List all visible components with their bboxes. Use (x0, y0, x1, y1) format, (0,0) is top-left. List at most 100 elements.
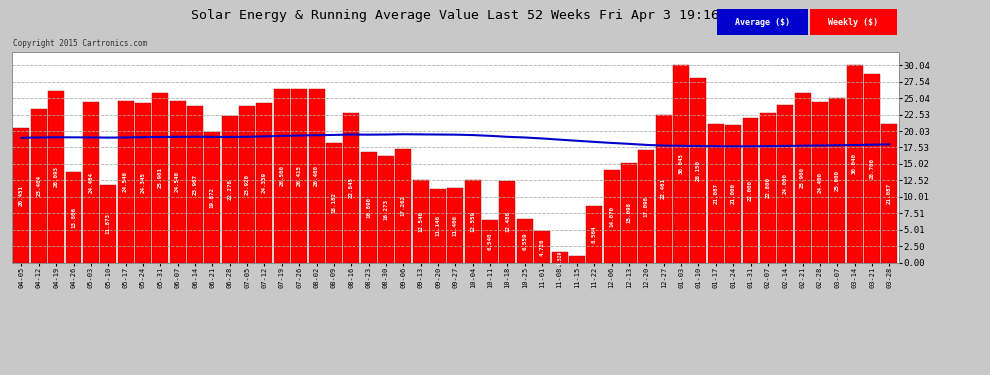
Text: 18.182: 18.182 (332, 192, 337, 213)
Bar (169, 102, 186, 262)
Text: 28.700: 28.700 (869, 158, 874, 179)
Text: 24.345: 24.345 (141, 172, 146, 193)
Text: 30.040: 30.040 (852, 153, 857, 174)
Bar (517, 219, 533, 262)
Bar (291, 89, 307, 262)
Text: 21.000: 21.000 (731, 183, 736, 204)
Text: 15.098: 15.098 (627, 202, 632, 223)
Text: 22.800: 22.800 (765, 177, 770, 198)
Text: 23.404: 23.404 (37, 175, 42, 196)
Bar (14, 128, 30, 262)
Text: Average ($): Average ($) (735, 18, 790, 27)
Bar (326, 143, 342, 262)
Text: Weekly ($): Weekly ($) (829, 18, 878, 27)
Bar (222, 116, 238, 262)
Bar (187, 106, 203, 262)
Bar (708, 124, 724, 262)
Text: 21.087: 21.087 (713, 183, 719, 204)
Text: Copyright 2015 Cartronics.com: Copyright 2015 Cartronics.com (13, 39, 147, 48)
Bar (464, 180, 481, 262)
Text: 24.000: 24.000 (783, 173, 788, 194)
Bar (812, 102, 828, 262)
Bar (256, 103, 272, 262)
Text: 13.806: 13.806 (71, 207, 76, 228)
Bar (344, 112, 359, 262)
Bar (274, 88, 290, 262)
Bar (378, 156, 394, 262)
Bar (795, 93, 811, 262)
Text: 22.845: 22.845 (348, 177, 353, 198)
Text: 21.087: 21.087 (887, 183, 892, 204)
Text: 30.045: 30.045 (678, 153, 683, 174)
Text: 24.339: 24.339 (262, 172, 267, 193)
Bar (569, 256, 585, 262)
Bar (777, 105, 793, 262)
Text: 24.546: 24.546 (123, 171, 128, 192)
Bar (639, 150, 654, 262)
Bar (430, 189, 446, 262)
Text: 26.460: 26.460 (314, 165, 319, 186)
Bar (100, 184, 116, 262)
Bar (551, 252, 567, 262)
Bar (204, 132, 221, 262)
Bar (604, 170, 620, 262)
Text: 24.484: 24.484 (88, 172, 93, 193)
Text: 22.461: 22.461 (661, 178, 666, 199)
Bar (742, 118, 758, 262)
Text: 16.273: 16.273 (383, 199, 388, 220)
Text: 17.262: 17.262 (401, 195, 406, 216)
Text: 19.872: 19.872 (210, 187, 215, 208)
Bar (482, 220, 498, 262)
Text: 26.093: 26.093 (53, 166, 58, 188)
Bar (118, 101, 134, 262)
Text: 24.400: 24.400 (818, 172, 823, 193)
Text: 25.900: 25.900 (800, 167, 805, 188)
Text: 12.486: 12.486 (505, 211, 510, 232)
Bar (447, 188, 463, 262)
Text: 26.415: 26.415 (297, 165, 302, 186)
Text: 23.907: 23.907 (192, 174, 198, 195)
Text: 11.873: 11.873 (106, 213, 111, 234)
Bar (31, 109, 47, 262)
Text: 6.559: 6.559 (523, 232, 528, 250)
Text: 4.726: 4.726 (540, 238, 545, 256)
Bar (395, 149, 411, 262)
Bar (535, 231, 550, 262)
Text: 8.564: 8.564 (592, 226, 597, 243)
Bar (655, 115, 671, 262)
Bar (864, 74, 880, 262)
Bar (83, 102, 99, 262)
Text: 6.540: 6.540 (488, 232, 493, 250)
Bar (690, 78, 707, 262)
Text: 12.559: 12.559 (470, 211, 475, 232)
Bar (413, 180, 429, 262)
Text: 20.451: 20.451 (19, 185, 24, 206)
Bar (830, 98, 845, 262)
Bar (240, 105, 255, 262)
Text: 28.150: 28.150 (696, 160, 701, 181)
Text: 26.500: 26.500 (279, 165, 284, 186)
Text: 14.070: 14.070 (609, 206, 614, 227)
Bar (760, 113, 776, 262)
Text: 16.890: 16.890 (366, 196, 371, 217)
Bar (621, 164, 637, 262)
Text: 25.901: 25.901 (157, 167, 162, 188)
Bar (881, 124, 897, 262)
Bar (135, 103, 150, 262)
Text: 11.146: 11.146 (436, 215, 441, 236)
Text: 11.406: 11.406 (452, 214, 458, 236)
Text: 25.000: 25.000 (835, 170, 840, 191)
Text: 12.546: 12.546 (418, 211, 423, 232)
Bar (846, 65, 862, 262)
Bar (500, 180, 516, 262)
Bar (673, 65, 689, 262)
Text: 1.529: 1.529 (557, 250, 562, 265)
Text: 22.278: 22.278 (228, 179, 233, 200)
Bar (725, 124, 742, 262)
Bar (309, 89, 325, 262)
Bar (152, 93, 168, 262)
Text: 23.920: 23.920 (245, 174, 249, 195)
Bar (360, 152, 376, 262)
Bar (586, 206, 602, 262)
Bar (65, 172, 81, 262)
